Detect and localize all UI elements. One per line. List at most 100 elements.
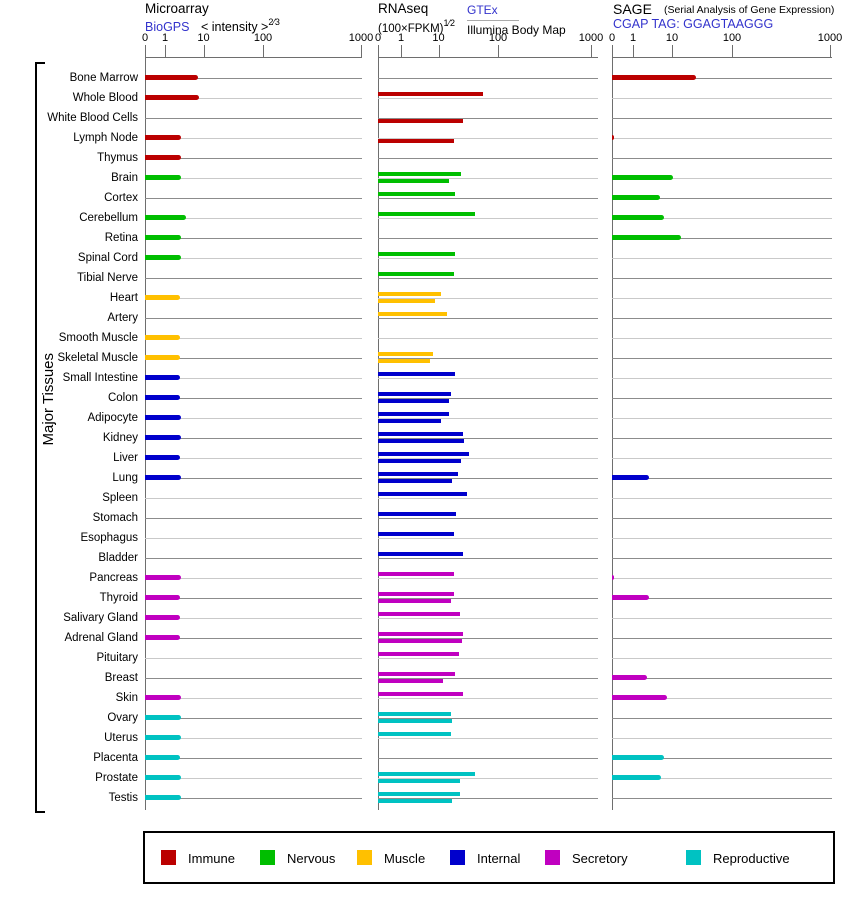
tissue-label: Heart xyxy=(109,292,138,304)
tissue-label: Lymph Node xyxy=(73,132,138,144)
bar-sage xyxy=(612,755,664,760)
rnaseq-row-line xyxy=(378,618,598,619)
bar-sage xyxy=(612,595,649,600)
sage-row-line xyxy=(612,158,832,159)
microarray-scale-label: < intensity > xyxy=(200,20,269,34)
tissue-label: Skeletal Muscle xyxy=(57,352,138,364)
microarray-row-line xyxy=(145,558,362,559)
gtex-link[interactable]: GTEx xyxy=(467,3,498,17)
sage-row-line xyxy=(612,258,832,259)
bar-sage xyxy=(612,175,674,180)
microarray-axis-tick-label: 1 xyxy=(161,32,169,44)
tissue-label: Pancreas xyxy=(89,572,138,584)
sage-row-line xyxy=(612,98,832,99)
rnaseq-row-line xyxy=(378,798,598,799)
rnaseq-axis-tick xyxy=(438,45,440,57)
bar-rnaseq-gtex xyxy=(378,552,464,556)
bar-sage xyxy=(612,215,665,220)
bar-sage xyxy=(612,695,667,700)
sage-axis-tick-label: 1000 xyxy=(817,32,842,44)
sage-row-line xyxy=(612,338,832,339)
sage-row-line xyxy=(612,758,832,759)
bar-sage xyxy=(612,135,615,140)
tissue-label: Kidney xyxy=(102,432,138,444)
bar-microarray xyxy=(145,615,181,620)
tissue-label: Ovary xyxy=(107,712,138,724)
cgap-tag-link[interactable]: CGAP TAG: GGAGTAAGGG xyxy=(613,17,774,31)
sage-row-line xyxy=(612,478,832,479)
rnaseq-row-line xyxy=(378,498,598,499)
bar-microarray xyxy=(145,775,181,780)
microarray-row-line xyxy=(145,518,362,519)
sage-note: (Serial Analysis of Gene Expression) xyxy=(664,4,835,16)
bar-sage xyxy=(612,675,648,680)
bar-microarray xyxy=(145,255,181,260)
rnaseq-row-line xyxy=(378,218,598,219)
legend-label-nervous: Nervous xyxy=(287,851,336,866)
sage-row-line xyxy=(612,358,832,359)
sage-row-line xyxy=(612,498,832,499)
rnaseq-row-line xyxy=(378,158,598,159)
bar-rnaseq-illumina xyxy=(378,359,431,363)
legend-label-secretory: Secretory xyxy=(572,851,628,866)
bar-sage xyxy=(612,475,650,480)
sage-row-line xyxy=(612,578,832,579)
sage-row-line xyxy=(612,138,832,139)
bar-microarray xyxy=(145,375,181,380)
tissue-label: Lung xyxy=(112,472,138,484)
microarray-axis-tick-label: 100 xyxy=(253,32,273,44)
legend-swatch-muscle xyxy=(357,850,372,865)
tissue-label: Retina xyxy=(104,232,138,244)
bar-rnaseq-gtex xyxy=(378,192,456,196)
legend-swatch-secretory xyxy=(545,850,560,865)
legend-label-muscle: Muscle xyxy=(384,851,426,866)
microarray-row-line xyxy=(145,778,362,779)
bar-rnaseq-gtex xyxy=(378,592,454,596)
sage-axis-tick xyxy=(672,45,673,57)
microarray-row-line xyxy=(145,318,362,319)
rnaseq-row-line xyxy=(378,418,598,419)
bar-rnaseq-gtex xyxy=(378,172,462,176)
bar-microarray xyxy=(145,295,180,300)
biogps-link[interactable]: BioGPS xyxy=(145,20,190,34)
sage-row-line xyxy=(612,458,832,459)
tissue-label: Adipocyte xyxy=(87,412,138,424)
bar-rnaseq-gtex xyxy=(378,612,461,616)
rnaseq-axis-tick xyxy=(591,45,592,57)
tissue-label: Cortex xyxy=(104,192,138,204)
bar-microarray xyxy=(145,795,181,800)
sage-row-line xyxy=(612,738,832,739)
rnaseq-axis-tick-label: 10 xyxy=(432,32,445,44)
rnaseq-row-line xyxy=(378,638,598,639)
bar-rnaseq-gtex xyxy=(378,472,458,476)
bar-microarray xyxy=(145,155,181,160)
bar-rnaseq-gtex xyxy=(378,672,456,676)
microarray-row-line xyxy=(145,718,362,719)
bar-microarray xyxy=(145,715,181,720)
rnaseq-row-line xyxy=(378,198,598,199)
sage-axis-line xyxy=(612,57,832,58)
bar-rnaseq-gtex xyxy=(378,392,451,396)
rnaseq-row-line xyxy=(378,278,598,279)
tissue-label: Cerebellum xyxy=(79,212,138,224)
sage-axis-tick-label: 0 xyxy=(608,32,616,44)
tissue-label: Skin xyxy=(115,692,138,704)
sage-row-line xyxy=(612,678,832,679)
bar-sage xyxy=(612,75,696,80)
bar-rnaseq-gtex xyxy=(378,92,484,96)
sage-axis-tick-label: 10 xyxy=(665,32,679,44)
bar-rnaseq-gtex xyxy=(378,652,459,656)
bar-rnaseq-illumina xyxy=(378,299,435,303)
bar-rnaseq-illumina xyxy=(378,439,465,443)
microarray-row-line xyxy=(145,218,362,219)
bar-rnaseq-illumina xyxy=(378,639,463,643)
microarray-row-line xyxy=(145,338,362,339)
microarray-axis-line xyxy=(145,57,362,58)
sage-row-line xyxy=(612,798,832,799)
rnaseq-row-line xyxy=(378,538,598,539)
microarray-axis-tick xyxy=(263,45,264,57)
rnaseq-axis-tick-label: 100 xyxy=(488,32,508,44)
bar-rnaseq-illumina xyxy=(378,779,461,783)
rnaseq-row-line xyxy=(378,658,598,659)
